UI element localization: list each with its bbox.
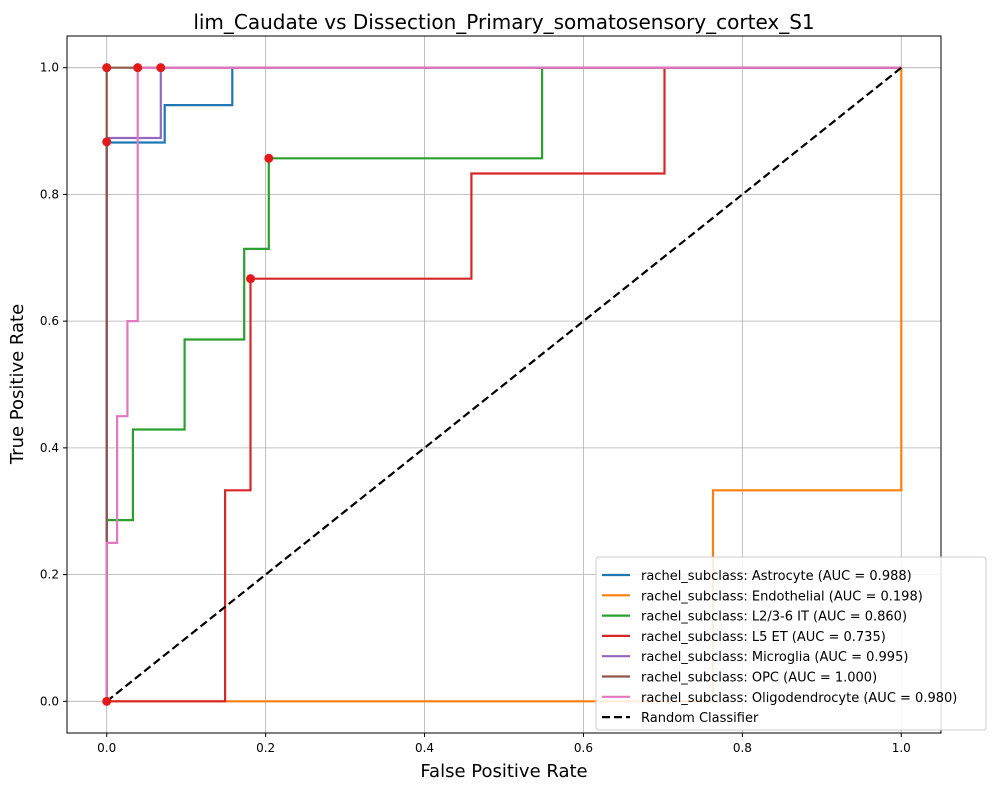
x-axis-label: False Positive Rate (420, 761, 587, 782)
legend-label-5: rachel_subclass: OPC (AUC = 1.000) (641, 671, 877, 686)
x-tick-label: 0.0 (97, 741, 116, 755)
legend: rachel_subclass: Astrocyte (AUC = 0.988)… (595, 556, 987, 731)
y-tick-label: 0.0 (40, 694, 59, 708)
legend-label-3: rachel_subclass: L5 ET (AUC = 0.735) (641, 630, 886, 645)
legend-box (595, 556, 987, 731)
series-line-6 (105, 66, 902, 702)
legend-label-7: Random Classifier (641, 711, 759, 726)
x-tick-label: 0.8 (733, 741, 752, 755)
series-line-2 (105, 66, 902, 702)
legend-label-2: rachel_subclass: L2/3-6 IT (AUC = 0.860) (641, 610, 907, 625)
threshold-marker (102, 696, 112, 706)
threshold-marker (246, 274, 256, 284)
x-tick-label: 1.0 (892, 741, 911, 755)
legend-label-6: rachel_subclass: Oligodendrocyte (AUC = … (641, 691, 957, 706)
chart-title: lim_Caudate vs Dissection_Primary_somato… (193, 10, 814, 34)
threshold-marker (133, 63, 143, 73)
series-line-3 (106, 66, 902, 703)
x-tick-label: 0.6 (574, 741, 593, 755)
y-tick-label: 0.2 (40, 568, 59, 582)
y-tick-label: 0.6 (40, 314, 59, 328)
threshold-marker (102, 137, 112, 147)
legend-label-0: rachel_subclass: Astrocyte (AUC = 0.988) (641, 569, 912, 584)
threshold-marker (102, 63, 112, 73)
series-group (105, 66, 903, 703)
legend-label-4: rachel_subclass: Microglia (AUC = 0.995) (641, 650, 908, 665)
x-axis-ticks: 0.0 0.2 0.4 0.6 0.8 1.0 (97, 733, 911, 755)
y-tick-label: 1.0 (40, 61, 59, 75)
y-tick-label: 0.4 (40, 441, 59, 455)
grid (67, 36, 941, 733)
legend-label-1: rachel_subclass: Endothelial (AUC = 0.19… (641, 589, 923, 604)
series-line-7 (106, 66, 902, 703)
x-tick-label: 0.2 (256, 741, 275, 755)
y-axis-ticks: 0.0 0.2 0.4 0.6 0.8 1.0 (40, 61, 67, 708)
y-tick-label: 0.8 (40, 187, 59, 201)
series-line-1 (106, 67, 903, 703)
plot-frame (66, 35, 942, 734)
y-axis-label: True Positive Rate (7, 304, 28, 465)
threshold-marker (156, 63, 166, 73)
markers-group (102, 63, 274, 706)
threshold-marker (264, 153, 274, 163)
x-tick-label: 0.4 (415, 741, 434, 755)
